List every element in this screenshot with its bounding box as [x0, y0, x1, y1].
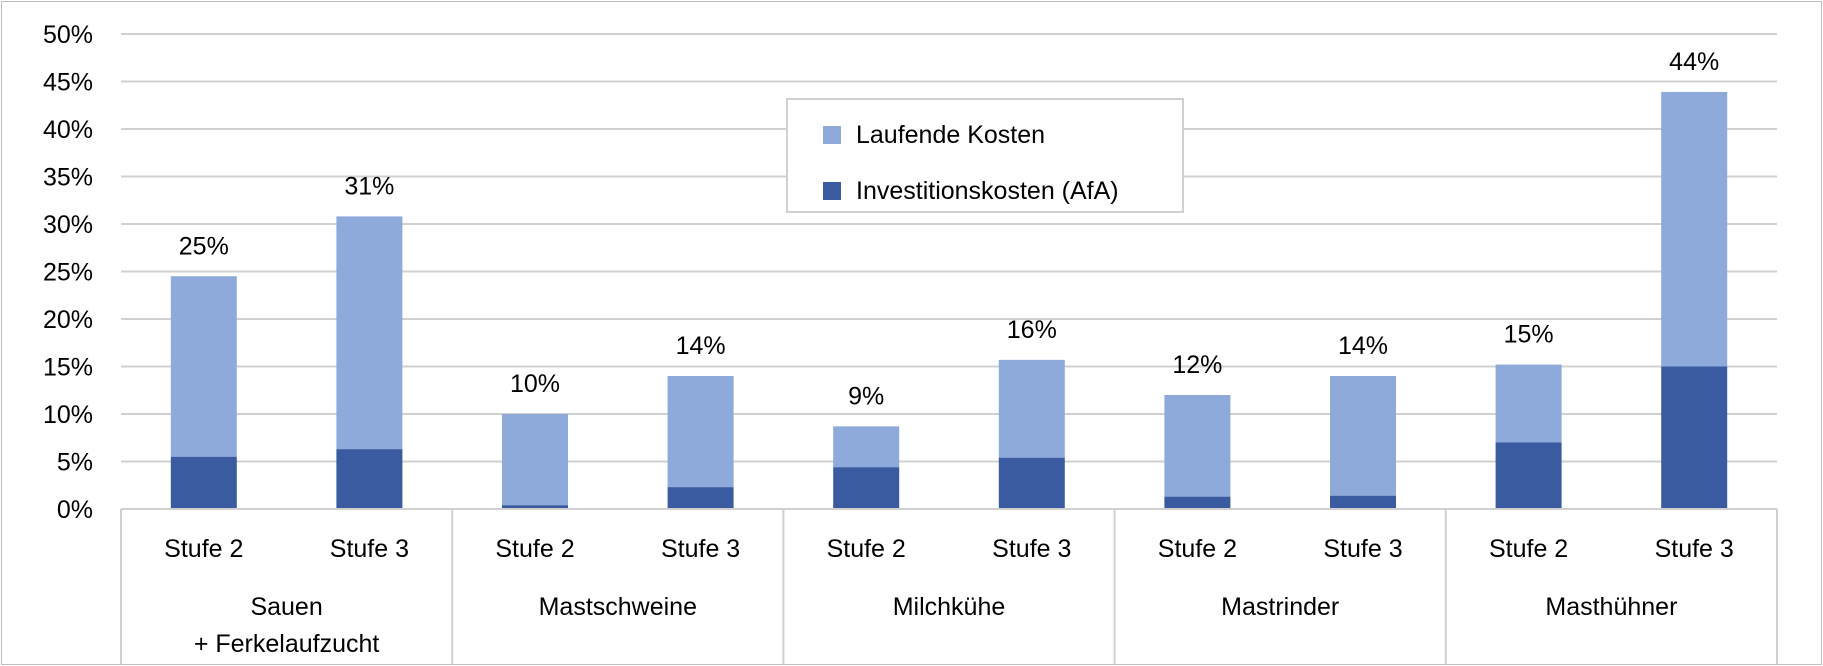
x-tick-label: Stufe 2	[495, 535, 574, 563]
legend-box	[786, 98, 1184, 213]
bar-investitionskosten	[998, 457, 1065, 509]
bar-investitionskosten	[667, 487, 734, 509]
legend-label: Investitionskosten (AfA)	[856, 177, 1119, 205]
bar-laufende-kosten	[170, 276, 237, 457]
legend-swatch	[823, 182, 841, 200]
legend-swatch	[823, 126, 841, 144]
bar-investitionskosten	[833, 467, 900, 509]
bar-laufende-kosten	[1164, 395, 1231, 497]
group-label: Mastrinder	[1221, 593, 1339, 621]
group-label: + Ferkelaufzucht	[194, 630, 380, 658]
data-label: 12%	[1172, 351, 1222, 379]
bar-laufende-kosten	[1330, 376, 1396, 496]
y-tick-label: 35%	[43, 164, 93, 192]
data-label: 9%	[848, 382, 884, 410]
y-tick-label: 25%	[43, 259, 93, 287]
x-tick-label: Stufe 2	[1158, 535, 1237, 563]
group-label: Mastschweine	[539, 593, 697, 621]
group-label: Sauen	[250, 593, 322, 621]
bar-laufende-kosten	[502, 414, 568, 506]
data-label: 25%	[179, 232, 229, 260]
y-tick-label: 0%	[57, 496, 93, 524]
bar-investitionskosten	[1661, 366, 1728, 509]
bar-laufende-kosten	[833, 426, 900, 468]
y-tick-label: 30%	[43, 211, 93, 239]
data-label: 31%	[344, 172, 394, 200]
bar-laufende-kosten	[998, 359, 1065, 458]
bar-laufende-kosten	[336, 216, 403, 450]
bar-investitionskosten	[1164, 496, 1231, 509]
bar-investitionskosten	[502, 505, 568, 509]
x-tick-label: Stufe 2	[164, 535, 243, 563]
bar-laufende-kosten	[1495, 364, 1562, 443]
data-label: 14%	[1338, 332, 1388, 360]
bar-investitionskosten	[336, 449, 403, 509]
group-label: Masthühner	[1545, 593, 1677, 621]
bar-investitionskosten	[1330, 495, 1396, 509]
y-tick-label: 10%	[43, 401, 93, 429]
x-tick-label: Stufe 3	[330, 535, 409, 563]
bar-investitionskosten	[170, 456, 237, 509]
y-tick-label: 5%	[57, 449, 93, 477]
bar-laufende-kosten	[1661, 91, 1728, 367]
x-tick-label: Stufe 3	[661, 535, 740, 563]
x-tick-label: Stufe 2	[1489, 535, 1568, 563]
bar-investitionskosten	[1495, 442, 1562, 509]
data-label: 44%	[1669, 48, 1719, 76]
x-tick-label: Stufe 3	[1655, 535, 1734, 563]
x-tick-label: Stufe 3	[1323, 535, 1402, 563]
data-label: 14%	[676, 332, 726, 360]
data-label: 10%	[510, 370, 560, 398]
bar-laufende-kosten	[667, 376, 734, 488]
y-tick-label: 40%	[43, 116, 93, 144]
y-tick-label: 20%	[43, 306, 93, 334]
data-label: 16%	[1007, 316, 1057, 344]
x-tick-label: Stufe 3	[992, 535, 1071, 563]
y-tick-label: 45%	[43, 69, 93, 97]
legend-label: Laufende Kosten	[856, 121, 1045, 149]
group-label: Milchkühe	[893, 593, 1006, 621]
y-tick-label: 15%	[43, 354, 93, 382]
data-label: 15%	[1504, 321, 1554, 349]
x-tick-label: Stufe 2	[827, 535, 906, 563]
y-tick-label: 50%	[43, 21, 93, 49]
